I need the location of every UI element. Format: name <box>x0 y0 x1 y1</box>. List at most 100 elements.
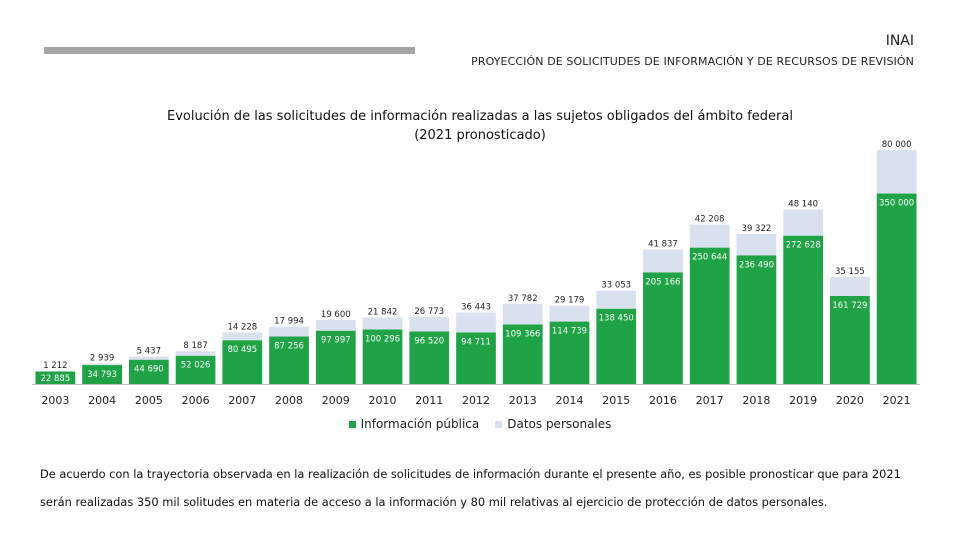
data-label-informacion-publica-2017: 250 644 <box>692 253 727 263</box>
data-label-informacion-publica-2013: 109 366 <box>505 329 540 339</box>
bar-datos-personales-2012 <box>456 312 496 333</box>
bar-informacion-publica-2018 <box>736 255 777 384</box>
bar-informacion-publica-2007 <box>222 340 263 384</box>
data-label-informacion-publica-2004: 34 793 <box>87 370 117 380</box>
x-tick-label-2016: 2016 <box>649 394 677 407</box>
data-label-informacion-publica-2016: 205 166 <box>645 277 680 287</box>
data-label-datos-personales-2007: 14 228 <box>227 322 257 332</box>
bar-informacion-publica-2015 <box>596 308 637 384</box>
data-label-informacion-publica-2009: 97 997 <box>321 336 351 346</box>
bar-datos-personales-2007 <box>222 332 263 341</box>
data-label-informacion-publica-2020: 161 729 <box>832 301 867 311</box>
data-label-informacion-publica-2011: 96 520 <box>414 336 444 346</box>
organization-name: INAI <box>885 33 914 49</box>
bar-datos-personales-2018 <box>736 233 777 256</box>
data-label-datos-personales-2012: 36 443 <box>461 303 491 313</box>
x-tick-label-2021: 2021 <box>883 394 911 407</box>
x-tick-label-2011: 2011 <box>415 394 443 407</box>
x-tick-label-2020: 2020 <box>836 394 864 407</box>
data-label-informacion-publica-2005: 44 690 <box>134 365 164 375</box>
x-tick-label-2017: 2017 <box>696 394 724 407</box>
data-label-datos-personales-2009: 19 600 <box>321 310 351 320</box>
data-label-informacion-publica-2021: 350 000 <box>879 199 914 209</box>
data-label-informacion-publica-2007: 80 495 <box>227 345 257 355</box>
bar-datos-personales-2020 <box>830 276 870 296</box>
data-label-informacion-publica-2006: 52 026 <box>181 361 211 371</box>
data-label-informacion-publica-2003: 22 885 <box>40 374 70 384</box>
x-tick-label-2004: 2004 <box>88 394 116 407</box>
bar-informacion-publica-2011 <box>409 331 450 384</box>
chart-title-block: Evolución de las solicitudes de informac… <box>0 107 960 145</box>
bar-informacion-publica-2017 <box>689 247 730 384</box>
legend-label-informacion-publica: Información pública <box>360 417 480 431</box>
data-label-informacion-publica-2018: 236 490 <box>739 260 774 270</box>
data-label-datos-personales-2021: 80 000 <box>882 140 912 150</box>
bar-datos-personales-2021 <box>876 150 917 194</box>
decorative-header-bar <box>44 47 415 54</box>
chart-title: Evolución de las solicitudes de informac… <box>167 109 793 124</box>
data-label-informacion-publica-2012: 94 711 <box>461 337 491 347</box>
x-tick-label-2008: 2008 <box>275 394 303 407</box>
x-tick-label-2013: 2013 <box>509 394 537 407</box>
data-label-datos-personales-2018: 39 322 <box>742 224 772 234</box>
data-label-datos-personales-2016: 41 837 <box>648 240 678 250</box>
footnote-text: De acuerdo con la trayectoria observada … <box>40 467 901 509</box>
bar-informacion-publica-2019 <box>783 235 824 384</box>
bar-datos-personales-2010 <box>362 317 403 330</box>
data-label-datos-personales-2020: 35 155 <box>835 267 865 277</box>
legend-label-datos-personales: Datos personales <box>507 417 612 431</box>
x-tick-label-2003: 2003 <box>41 394 69 407</box>
bar-datos-personales-2019 <box>783 209 824 236</box>
data-label-datos-personales-2015: 33 053 <box>601 281 631 291</box>
bar-datos-personales-2016 <box>643 249 683 273</box>
data-label-datos-personales-2019: 48 140 <box>788 199 818 209</box>
data-label-datos-personales-2004: 2 939 <box>90 353 114 363</box>
bar-informacion-publica-2009 <box>315 330 356 384</box>
bar-informacion-publica-2008 <box>269 336 309 384</box>
legend-swatch-light <box>495 420 503 428</box>
x-tick-label-2012: 2012 <box>462 394 490 407</box>
bar-datos-personales-2004 <box>82 363 122 366</box>
bar-informacion-publica-2021 <box>876 193 917 384</box>
data-label-informacion-publica-2014: 114 739 <box>552 327 587 337</box>
chart-legend: Información pública Datos personales <box>0 417 960 431</box>
data-label-datos-personales-2003: 1 212 <box>43 361 67 371</box>
legend-item-datos-personales: Datos personales <box>495 417 611 431</box>
bar-informacion-publica-2010 <box>362 329 403 384</box>
data-label-datos-personales-2011: 26 773 <box>414 307 444 317</box>
data-label-informacion-publica-2008: 87 256 <box>274 342 304 352</box>
bar-datos-personales-2008 <box>269 326 309 337</box>
data-label-datos-personales-2014: 29 179 <box>555 296 585 306</box>
bar-datos-personales-2009 <box>315 320 356 331</box>
data-label-datos-personales-2013: 37 782 <box>508 294 538 304</box>
bar-informacion-publica-2013 <box>502 324 543 384</box>
bar-informacion-publica-2006 <box>175 355 216 384</box>
data-label-datos-personales-2005: 5 437 <box>137 347 161 357</box>
bar-informacion-publica-2012 <box>456 332 496 384</box>
data-label-informacion-publica-2010: 100 296 <box>365 334 400 344</box>
page-subtitle: PROYECCIÓN DE SOLICITUDES DE INFORMACIÓN… <box>471 55 914 68</box>
data-label-datos-personales-2008: 17 994 <box>274 317 304 327</box>
bar-datos-personales-2005 <box>128 356 169 360</box>
bar-datos-personales-2014 <box>549 305 590 322</box>
bar-datos-personales-2011 <box>409 316 450 332</box>
x-tick-label-2010: 2010 <box>369 394 397 407</box>
bar-informacion-publica-2004 <box>82 365 122 384</box>
x-tick-label-2018: 2018 <box>742 394 770 407</box>
bar-informacion-publica-2014 <box>549 321 590 384</box>
bar-datos-personales-2003 <box>35 370 76 372</box>
bar-informacion-publica-2020 <box>830 295 870 384</box>
x-tick-label-2015: 2015 <box>602 394 630 407</box>
bar-datos-personales-2006 <box>175 351 216 356</box>
x-tick-label-2005: 2005 <box>135 394 163 407</box>
bar-informacion-publica-2003 <box>35 371 76 384</box>
stacked-bar-chart: 22 885 1 212 2003 34 793 2 939 2004 44 690 5 43… <box>32 140 920 407</box>
bar-datos-personales-2015 <box>596 290 637 309</box>
x-tick-label-2014: 2014 <box>555 394 583 407</box>
bar-informacion-publica-2016 <box>643 272 683 384</box>
x-tick-label-2006: 2006 <box>182 394 210 407</box>
x-tick-label-2009: 2009 <box>322 394 350 407</box>
data-label-informacion-publica-2019: 272 628 <box>786 241 821 251</box>
data-label-informacion-publica-2015: 138 450 <box>599 314 634 324</box>
bar-datos-personales-2017 <box>689 224 730 248</box>
